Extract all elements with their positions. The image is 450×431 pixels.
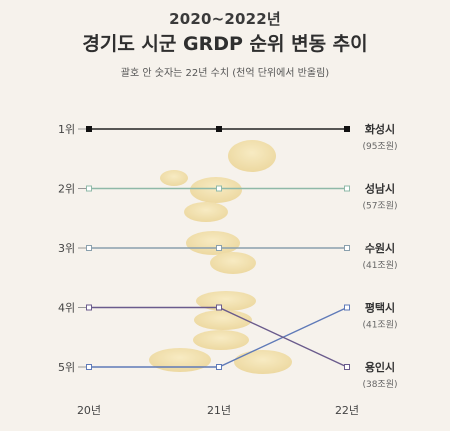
chart-title: 경기도 시군 GRDP 순위 변동 추이: [82, 33, 368, 55]
series-value-label: (95조원): [362, 141, 397, 152]
series-point: [216, 126, 222, 132]
series-name-label: 용인시: [365, 360, 395, 374]
series-value-label: (41조원): [362, 260, 397, 271]
series-name-label: 수원시: [365, 241, 395, 255]
series-value-label: (57조원): [362, 201, 397, 212]
chart-note: 괄호 안 숫자는 22년 수치 (천억 단위에서 반올림): [120, 68, 330, 79]
series-value-label: (41조원): [362, 320, 397, 331]
series-point: [344, 304, 350, 311]
chart-year-range: 2020~2022년: [169, 10, 281, 28]
rank-label: 3위: [58, 242, 75, 255]
rank-label: 5위: [58, 361, 75, 374]
coin-illustration: [149, 140, 292, 374]
x-axis-label: 21년: [207, 404, 231, 417]
series-point: [344, 185, 350, 192]
series-name-label: 화성시: [365, 122, 395, 136]
series-point: [216, 245, 222, 251]
series-point: [216, 185, 222, 192]
rank-label: 1위: [58, 123, 75, 136]
series-point: [344, 364, 350, 370]
series-point: [216, 364, 222, 370]
series-point: [344, 245, 350, 251]
series-point: [216, 304, 222, 311]
series-point: [86, 245, 92, 251]
x-axis-label: 22년: [335, 404, 359, 417]
series-name-label: 성남시: [365, 182, 395, 196]
series-point: [86, 304, 92, 311]
series-point: [86, 364, 92, 370]
rank-label: 4위: [58, 302, 75, 315]
series-point: [344, 126, 350, 132]
x-axis-label: 20년: [77, 404, 101, 417]
series-point: [86, 126, 92, 132]
series-value-label: (38조원): [362, 379, 397, 390]
series-point: [86, 185, 92, 192]
series-name-label: 평택시: [365, 301, 395, 315]
rank-label: 2위: [58, 183, 75, 196]
